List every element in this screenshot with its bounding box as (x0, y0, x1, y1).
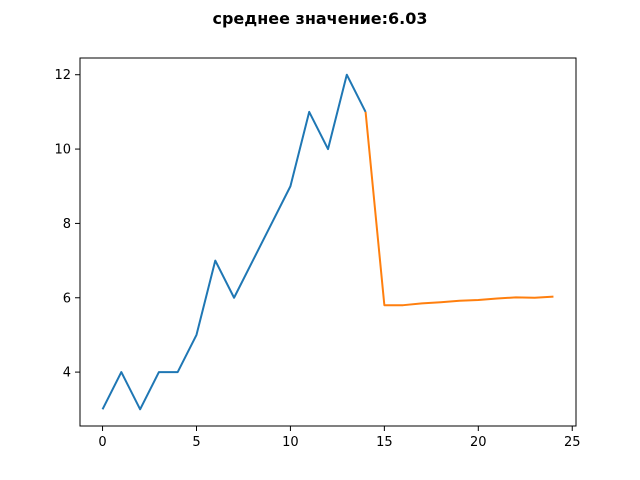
chart-title: среднее значение:6.03 (212, 9, 427, 28)
x-tick-label: 5 (192, 435, 200, 450)
y-tick-label: 4 (63, 366, 71, 381)
x-tick-label: 15 (376, 435, 393, 450)
series-layer (101, 73, 554, 411)
y-tick-label: 10 (54, 143, 71, 158)
series-line-2 (364, 111, 554, 307)
y-tick-label: 6 (63, 291, 71, 306)
x-tick-label: 10 (282, 435, 299, 450)
x-tick-label: 25 (564, 435, 581, 450)
x-tick-label: 20 (470, 435, 487, 450)
axes-layer: 0 5 10 15 20 25 4 6 8 10 12 (54, 57, 581, 450)
y-tick-label: 12 (54, 68, 71, 83)
plot-frame (79, 57, 577, 427)
series-line-1 (101, 73, 367, 411)
y-tick-label: 8 (63, 217, 71, 232)
x-tick-label: 0 (98, 435, 106, 450)
